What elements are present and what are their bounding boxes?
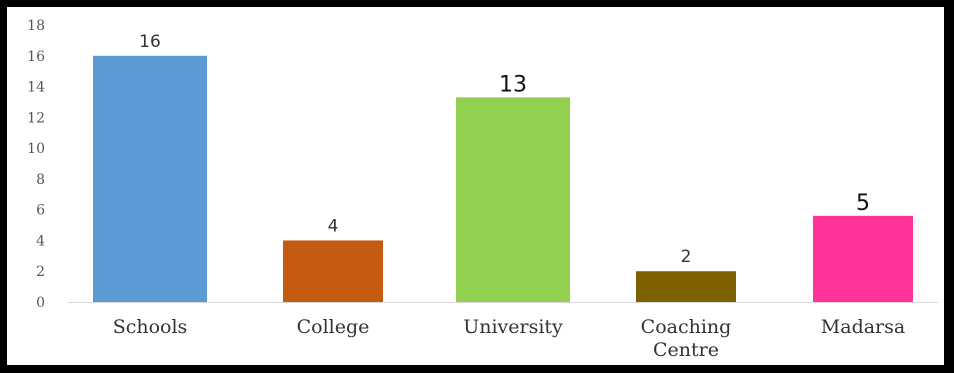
y-tick-label: 10: [27, 141, 45, 157]
data-label: 2: [681, 247, 692, 267]
data-label: 5: [856, 191, 870, 216]
bar: [813, 215, 913, 302]
data-label: 4: [328, 216, 339, 236]
y-tick-label: 6: [36, 203, 45, 219]
y-tick-label: 8: [36, 172, 45, 188]
y-tick-label: 18: [27, 18, 45, 34]
x-tick-label: Madarsa: [821, 316, 905, 338]
bar: [456, 97, 570, 302]
bar: [283, 240, 383, 302]
y-tick-label: 12: [27, 110, 45, 126]
y-tick-label: 4: [36, 233, 45, 249]
y-tick-label: 2: [36, 264, 45, 280]
x-tick-label: Centre: [653, 339, 719, 361]
y-tick-label: 16: [27, 49, 45, 65]
x-tick-label: Coaching: [641, 316, 732, 338]
x-tick-label: College: [297, 316, 370, 338]
y-tick-label: 0: [36, 295, 45, 311]
x-tick-label: Schools: [113, 316, 188, 338]
x-tick-label: University: [463, 316, 563, 338]
bar: [636, 271, 736, 302]
y-tick-label: 14: [27, 80, 45, 96]
bar: [93, 55, 207, 303]
data-label: 16: [139, 32, 161, 52]
data-label: 13: [499, 72, 527, 97]
